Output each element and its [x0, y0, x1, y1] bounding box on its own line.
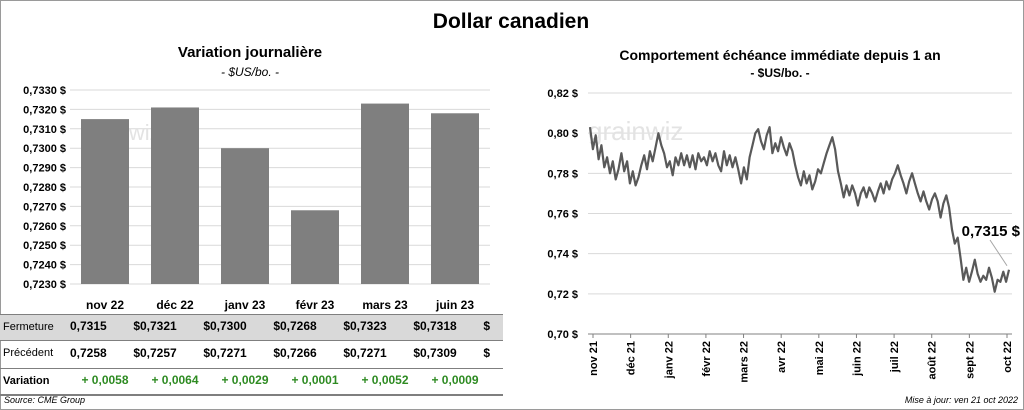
right-y-tick: 0,76 $ [547, 209, 578, 221]
series-line [588, 126, 1011, 293]
left-y-tick: 0,7320 $ [23, 104, 66, 116]
right-x-tick: sept 22 [964, 341, 976, 379]
cell-value: 0,7309 [420, 346, 457, 360]
right-y-tick: 0,74 $ [547, 249, 578, 261]
cell-currency: $ [203, 346, 210, 360]
cell-currency: $ [483, 319, 490, 333]
cell-currency: $ [133, 346, 140, 360]
bar-category-label: nov 22 [86, 298, 124, 312]
table-row-variation: Variation [0, 368, 503, 396]
table-row-fermeture: Fermeture [0, 314, 503, 341]
left-y-tick: 0,7250 $ [23, 240, 66, 252]
row-label-fermeture: Fermeture [3, 321, 54, 333]
cell-currency: $ [413, 346, 420, 360]
cell-currency: $ [273, 346, 280, 360]
cell-value: 0,7271 [350, 346, 387, 360]
right-y-tick: 0,72 $ [547, 289, 578, 301]
table-cell-variation: + 0,0058 [81, 373, 129, 387]
row-label-precedent: Précédent [3, 347, 54, 359]
left-y-tick: 0,7240 $ [23, 260, 66, 272]
cell-currency: $ [343, 346, 350, 360]
table-cell-variation: + 0,0064 [151, 373, 199, 387]
right-x-tick: oct 22 [1002, 341, 1014, 373]
cell-value: 0,7318 [420, 319, 457, 333]
right-chart-title: Comportement échéance immédiate depuis 1… [619, 47, 941, 63]
left-y-tick: 0,7330 $ [23, 85, 66, 97]
annotation-leader [989, 239, 1008, 267]
cell-currency: $ [413, 319, 420, 333]
bar [361, 103, 409, 284]
right-x-tick: mai 22 [814, 341, 826, 375]
table-cell-variation: + 0,0009 [431, 373, 479, 387]
cell-value: 0,7271 [210, 346, 247, 360]
right-x-tick: juin 22 [851, 341, 863, 377]
bar-category-label: déc 22 [156, 298, 194, 312]
cell-value: 0,7321 [140, 319, 177, 333]
left-chart-title: Variation journalière [177, 44, 323, 61]
right-x-tick: nov 21 [588, 341, 600, 376]
left-y-tick: 0,7230 $ [23, 279, 66, 291]
cell-value: 0,7315 [70, 319, 107, 333]
source-note: Source: CME Group [4, 395, 86, 405]
cell-currency: $ [273, 319, 280, 333]
right-y-tick: 0,70 $ [547, 329, 578, 341]
right-x-tick: avr 22 [776, 341, 788, 373]
left-y-tick: 0,7290 $ [23, 163, 66, 175]
right-x-tick: févr 22 [701, 341, 713, 376]
cell-value: 0,7257 [140, 346, 177, 360]
row-label-variation: Variation [3, 375, 50, 387]
bar [291, 210, 339, 284]
cell-value: 0,7323 [350, 319, 387, 333]
cell-value: 0,7266 [280, 346, 317, 360]
right-chart-unit: - $US/bo. - [750, 66, 810, 80]
main-title: Dollar canadien [432, 10, 590, 33]
bar [81, 119, 129, 284]
bar-category-label: févr 23 [296, 298, 335, 312]
bar-category-label: janv 23 [224, 298, 266, 312]
cell-value: 0,7268 [280, 319, 317, 333]
bar [431, 113, 479, 284]
right-y-tick: 0,82 $ [547, 88, 578, 100]
right-x-tick: août 22 [927, 341, 939, 380]
left-chart-unit: - $US/bo. - [220, 65, 280, 79]
bar [151, 107, 199, 285]
cell-value: 0,7300 [210, 319, 247, 333]
bar-category-label: mars 23 [362, 298, 408, 312]
right-y-tick: 0,78 $ [547, 168, 578, 180]
right-x-tick: déc 21 [626, 341, 638, 375]
left-y-tick: 0,7270 $ [23, 201, 66, 213]
right-x-tick: janv 22 [663, 341, 675, 379]
bar-category-label: juin 23 [435, 298, 474, 312]
watermark-right: grainwiz [588, 116, 683, 146]
right-x-tick: juil 22 [889, 341, 901, 373]
left-y-tick: 0,7260 $ [23, 221, 66, 233]
left-y-tick: 0,7280 $ [23, 182, 66, 194]
bar [221, 148, 269, 284]
update-note: Mise à jour: ven 21 oct 2022 [904, 395, 1018, 405]
right-y-tick: 0,80 $ [547, 128, 578, 140]
left-y-tick: 0,7300 $ [23, 143, 66, 155]
table-cell-variation: + 0,0052 [361, 373, 409, 387]
table-row-precedent: Précédent [0, 341, 503, 366]
cell-currency: $ [343, 319, 350, 333]
cell-value: 0,7258 [70, 346, 107, 360]
cell-currency: $ [133, 319, 140, 333]
table-cell-variation: + 0,0001 [291, 373, 339, 387]
left-y-tick: 0,7310 $ [23, 124, 66, 136]
last-value-annotation: 0,7315 $ [962, 223, 1021, 240]
cell-currency: $ [483, 346, 490, 360]
table-cell-variation: + 0,0029 [221, 373, 269, 387]
cell-currency: $ [203, 319, 210, 333]
right-x-tick: mars 22 [739, 341, 751, 383]
